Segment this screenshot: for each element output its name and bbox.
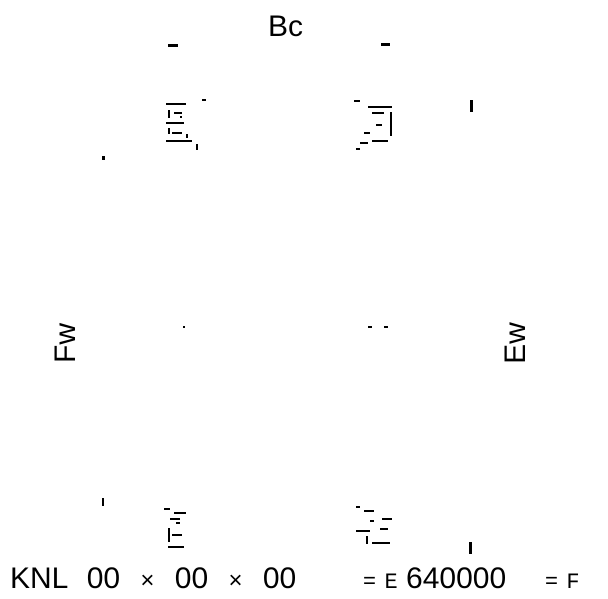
- footer-dim-a: 00: [86, 562, 121, 595]
- footer-readout: KNL 00 × 00 × 00 = E 640000 = F: [10, 562, 580, 596]
- footer-value-equals: =: [362, 570, 377, 595]
- footer-value-letter: E: [384, 570, 398, 595]
- tick-mark: [102, 498, 104, 506]
- noise-cluster-bottom-right: [356, 506, 392, 544]
- footer-prefix: KNL: [10, 562, 69, 595]
- dot-mark: [102, 156, 105, 160]
- noise-cluster-top-left: [166, 99, 206, 150]
- footer-dim-c: 00: [262, 562, 297, 595]
- tick-mark: [168, 44, 178, 47]
- top-label: Bc: [268, 10, 304, 43]
- footer-flag-letter: F: [566, 570, 580, 595]
- times-symbol: ×: [228, 567, 243, 594]
- dash-mark: [368, 326, 372, 328]
- tick-mark: [381, 43, 390, 46]
- footer-dim-b: 00: [174, 562, 209, 595]
- bar-mark: [469, 542, 472, 554]
- footer-value-number: 640000: [406, 562, 507, 595]
- dash-mark: [384, 326, 388, 328]
- bar-mark: [470, 100, 473, 112]
- noise-cluster-top-right: [354, 100, 392, 150]
- times-symbol: ×: [140, 567, 155, 594]
- footer-flag-equals: =: [544, 570, 559, 595]
- noise-cluster-bottom-left: [164, 508, 186, 548]
- dot-mark: [183, 326, 185, 328]
